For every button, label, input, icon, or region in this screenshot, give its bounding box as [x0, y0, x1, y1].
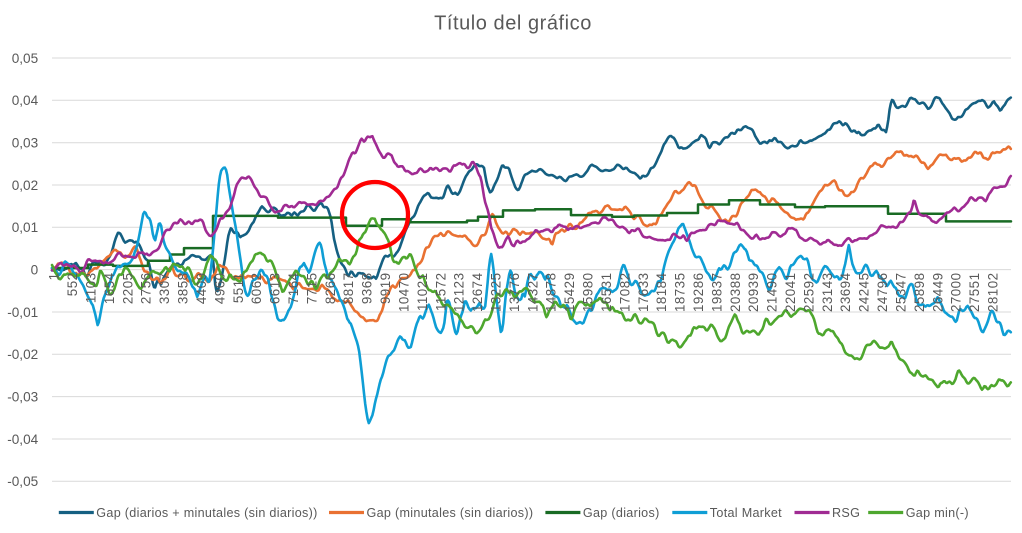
svg-text:Gap (diarios + minutales (sin: Gap (diarios + minutales (sin diarios)) [96, 506, 317, 520]
svg-text:15429: 15429 [562, 273, 577, 313]
svg-text:18735: 18735 [673, 273, 688, 313]
svg-text:0,05: 0,05 [12, 51, 38, 66]
svg-text:23143: 23143 [820, 273, 835, 313]
svg-text:1: 1 [47, 273, 62, 281]
svg-text:15980: 15980 [581, 273, 596, 313]
svg-text:1103: 1103 [84, 273, 99, 304]
svg-text:Gap (minutales (sin diarios)): Gap (minutales (sin diarios)) [367, 506, 534, 520]
svg-text:-0,02: -0,02 [7, 347, 38, 362]
svg-text:Título del gráfico: Título del gráfico [434, 13, 592, 35]
svg-text:-0,04: -0,04 [7, 432, 38, 447]
svg-text:3858: 3858 [176, 273, 191, 305]
svg-text:8266: 8266 [323, 273, 338, 305]
svg-text:0: 0 [31, 262, 39, 277]
svg-text:-0,03: -0,03 [7, 389, 38, 404]
svg-text:16531: 16531 [599, 273, 614, 313]
svg-text:13225: 13225 [489, 273, 504, 313]
svg-text:13776: 13776 [507, 273, 522, 313]
svg-text:3307: 3307 [157, 273, 172, 305]
svg-text:4960: 4960 [212, 273, 227, 305]
svg-text:6062: 6062 [249, 273, 264, 305]
svg-text:19286: 19286 [691, 273, 706, 313]
svg-text:23694: 23694 [838, 272, 853, 312]
svg-text:Total Market: Total Market [710, 506, 782, 520]
svg-text:Gap min(-): Gap min(-) [906, 506, 969, 520]
svg-text:18184: 18184 [654, 272, 669, 312]
svg-text:-0,01: -0,01 [7, 305, 38, 320]
svg-text:24245: 24245 [857, 273, 872, 313]
svg-text:1654: 1654 [102, 272, 117, 304]
svg-text:6613: 6613 [268, 273, 283, 305]
svg-text:2756: 2756 [139, 273, 154, 305]
svg-text:25898: 25898 [912, 273, 927, 313]
svg-text:0,02: 0,02 [12, 178, 38, 193]
svg-text:10470: 10470 [397, 273, 412, 313]
svg-text:9919: 9919 [378, 273, 393, 305]
svg-text:2205: 2205 [120, 273, 135, 305]
svg-text:22592: 22592 [801, 273, 816, 313]
svg-text:12123: 12123 [452, 273, 467, 313]
svg-text:7715: 7715 [304, 273, 319, 305]
svg-text:24796: 24796 [875, 273, 890, 313]
svg-text:7164: 7164 [286, 272, 301, 304]
svg-text:-0,05: -0,05 [7, 474, 38, 489]
svg-text:Gap (diarios): Gap (diarios) [583, 506, 660, 520]
svg-text:9368: 9368 [360, 273, 375, 305]
svg-text:0,03: 0,03 [12, 136, 38, 151]
svg-text:RSG: RSG [832, 506, 860, 520]
svg-text:0,01: 0,01 [12, 220, 38, 235]
svg-text:17082: 17082 [617, 273, 632, 313]
svg-text:12674: 12674 [470, 272, 485, 312]
svg-text:28102: 28102 [986, 273, 1001, 313]
svg-text:11572: 11572 [433, 273, 448, 312]
svg-text:20939: 20939 [746, 273, 761, 313]
svg-text:20388: 20388 [728, 273, 743, 313]
svg-text:27000: 27000 [949, 273, 964, 313]
svg-text:26449: 26449 [930, 273, 945, 313]
svg-text:4409: 4409 [194, 273, 209, 305]
svg-text:19837: 19837 [709, 273, 724, 313]
svg-text:14327: 14327 [525, 273, 540, 313]
svg-text:21490: 21490 [765, 273, 780, 313]
svg-text:25347: 25347 [894, 273, 909, 313]
svg-text:11021: 11021 [415, 273, 430, 312]
svg-text:22041: 22041 [783, 273, 798, 313]
svg-text:0,04: 0,04 [12, 93, 39, 108]
svg-text:27551: 27551 [967, 273, 982, 313]
svg-text:552: 552 [65, 273, 80, 297]
svg-text:17633: 17633 [636, 273, 651, 313]
svg-text:5511: 5511 [231, 273, 246, 304]
svg-text:14878: 14878 [544, 273, 559, 313]
svg-text:8817: 8817 [341, 273, 356, 305]
